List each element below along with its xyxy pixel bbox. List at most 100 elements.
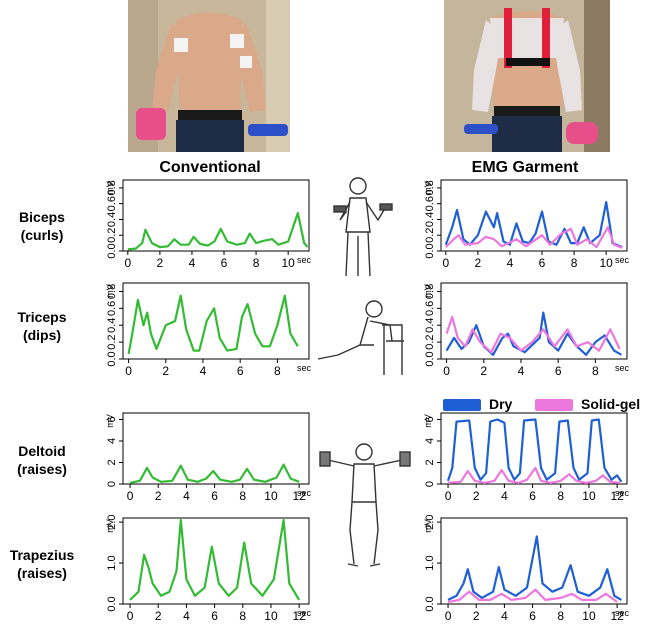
lateral-raise-illustration	[318, 438, 413, 578]
y-tick-label: 0	[106, 481, 118, 487]
x-tick-label: 6	[555, 364, 562, 378]
plot-frame	[122, 282, 310, 360]
muscle-label-deltoid: Deltoid (raises)	[0, 442, 84, 478]
y-axis-label: mV	[423, 414, 433, 428]
y-tick-label: 0.8	[424, 180, 436, 195]
plot-frame	[440, 412, 628, 485]
x-tick-label: 4	[183, 489, 190, 503]
y-tick-label: 0.6	[424, 196, 436, 211]
chart-biceps-garment: 0.00.20.40.60.8mV 0 2 4 6 8 10 sec	[423, 179, 629, 270]
y-tick-label: 2.0	[424, 514, 436, 529]
plot-frame	[122, 179, 310, 252]
y-tick-label: 1.0	[106, 555, 118, 570]
chart-biceps-conventional: 0.00.20.40.60.8mV 0 2 4 6 8 10 sec	[105, 179, 312, 270]
tricep-dip-illustration	[312, 295, 412, 385]
y-tick-label: 0.8	[424, 284, 436, 299]
muscle-exercise: (dips)	[22, 327, 62, 343]
x-tick-label: 10	[582, 609, 596, 623]
x-axis-label: sec	[297, 255, 312, 265]
muscle-name: Trapezius	[9, 547, 75, 563]
y-tick-label: 0.0	[424, 243, 436, 258]
plot-frame	[122, 517, 310, 605]
x-tick-label: 8	[557, 489, 564, 503]
y-tick-label: 0.2	[106, 228, 118, 243]
x-tick-label: 2	[155, 609, 162, 623]
series-line-secondary	[447, 588, 618, 604]
y-tick-label: 0.0	[106, 351, 118, 366]
plot-frame	[440, 282, 628, 360]
x-tick-label: 4	[189, 256, 196, 270]
x-tick-label: 0	[127, 609, 134, 623]
y-tick-label: 2	[106, 459, 118, 465]
series-line-secondary	[445, 226, 623, 249]
x-tick-label: 2	[473, 489, 480, 503]
y-tick-label: 0.6	[106, 196, 118, 211]
plot-frame	[440, 179, 628, 252]
x-tick-label: 12	[610, 489, 624, 503]
muscle-label-trapezius: Trapezius (raises)	[0, 546, 84, 582]
x-tick-label: 8	[557, 609, 564, 623]
x-tick-label: 0	[442, 256, 449, 270]
legend-swatch-dry	[443, 399, 481, 411]
emg-garment-column-title: EMG Garment	[471, 159, 579, 176]
series-line-primary	[127, 294, 299, 355]
series-line-secondary	[447, 466, 621, 484]
x-axis-label: sec	[615, 488, 630, 498]
y-tick-label: 6	[106, 416, 118, 422]
muscle-label-triceps: Triceps (dips)	[0, 308, 84, 344]
series-line-primary	[446, 418, 623, 483]
muscle-exercise: (raises)	[17, 461, 67, 477]
x-tick-label: 0	[124, 256, 131, 270]
x-tick-label: 4	[183, 609, 190, 623]
y-tick-label: 0.4	[106, 212, 118, 227]
x-tick-label: 6	[529, 609, 536, 623]
y-tick-label: 0.2	[424, 228, 436, 243]
y-tick-label: 0.4	[106, 318, 118, 333]
y-tick-label: 0.0	[106, 243, 118, 258]
muscle-exercise: (curls)	[20, 227, 64, 243]
y-tick-label: 6	[424, 416, 436, 422]
x-tick-label: 6	[221, 256, 228, 270]
series-line-secondary	[445, 315, 621, 354]
x-axis-label: sec	[615, 608, 630, 618]
y-tick-label: 0	[424, 481, 436, 487]
y-tick-label: 0.2	[424, 334, 436, 349]
x-tick-label: 2	[162, 364, 169, 378]
y-axis-label: mV	[105, 414, 115, 428]
x-tick-label: 0	[443, 364, 450, 378]
y-tick-label: 4	[424, 438, 436, 444]
muscle-label-biceps: Biceps (curls)	[0, 208, 84, 244]
legend-label-dry: Dry	[489, 396, 513, 412]
x-tick-label: 0	[125, 364, 132, 378]
y-tick-label: 2.0	[106, 514, 118, 529]
x-tick-label: 12	[292, 609, 306, 623]
y-axis-label: mV	[105, 284, 115, 298]
x-tick-label: 4	[501, 609, 508, 623]
x-tick-label: 4	[518, 364, 525, 378]
y-tick-label: 0.6	[106, 301, 118, 316]
series-line-primary	[127, 212, 309, 251]
x-tick-label: 0	[127, 489, 134, 503]
x-tick-label: 2	[157, 256, 164, 270]
plot-frame	[122, 412, 310, 485]
y-axis-label: mV	[423, 181, 433, 195]
muscle-name: Biceps	[19, 209, 65, 225]
y-tick-label: 0.2	[106, 334, 118, 349]
muscle-exercise: (raises)	[17, 565, 67, 581]
x-tick-label: 10	[281, 256, 295, 270]
x-tick-label: 0	[445, 489, 452, 503]
series-line-primary	[445, 311, 622, 356]
legend-swatch-gel	[535, 399, 573, 411]
y-axis-label: mV	[105, 181, 115, 195]
series-line-primary	[129, 463, 300, 484]
x-tick-label: 4	[507, 256, 514, 270]
series-line-primary	[129, 518, 301, 601]
y-axis-label: mV	[423, 519, 433, 533]
y-tick-label: 0.6	[424, 301, 436, 316]
x-tick-label: 10	[264, 609, 278, 623]
x-tick-label: 2	[473, 609, 480, 623]
x-tick-label: 0	[445, 609, 452, 623]
